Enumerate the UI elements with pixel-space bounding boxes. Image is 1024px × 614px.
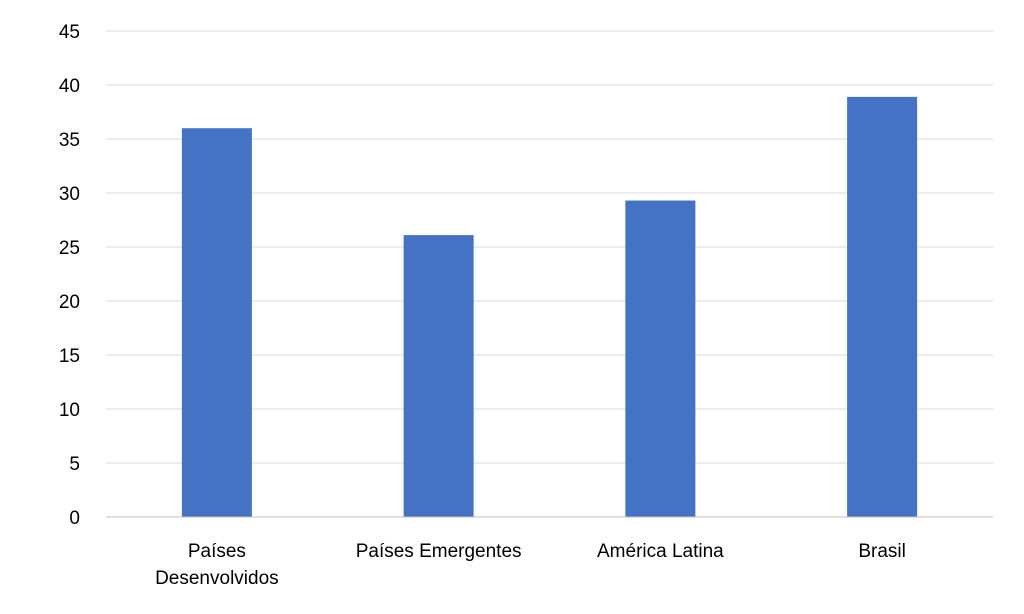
bar — [403, 235, 474, 517]
x-category-label: Desenvolvidos — [155, 568, 279, 589]
bars — [181, 96, 918, 517]
x-category-label: América Latina — [597, 541, 724, 562]
y-tick-label: 5 — [69, 454, 80, 475]
y-axis-tick-labels: 0 5 10 15 20 25 30 35 40 45 — [59, 22, 80, 529]
gridlines — [106, 30, 993, 464]
y-tick-label: 35 — [59, 130, 80, 151]
y-tick-label: 20 — [59, 292, 80, 313]
x-category-label: Países Emergentes — [356, 541, 522, 562]
y-tick-label: 25 — [59, 238, 80, 259]
x-category-label: Países — [188, 541, 246, 562]
bar — [181, 128, 252, 517]
bar — [625, 200, 696, 517]
x-axis-category-labels: Países Desenvolvidos Países Emergentes Amér… — [155, 541, 906, 589]
y-tick-label: 10 — [59, 400, 80, 421]
y-tick-label: 0 — [69, 508, 80, 529]
y-tick-label: 30 — [59, 184, 80, 205]
bar — [847, 96, 918, 517]
y-tick-label: 45 — [59, 22, 80, 43]
y-tick-label: 15 — [59, 346, 80, 367]
x-category-label: Brasil — [858, 541, 906, 562]
y-tick-label: 40 — [59, 76, 80, 97]
